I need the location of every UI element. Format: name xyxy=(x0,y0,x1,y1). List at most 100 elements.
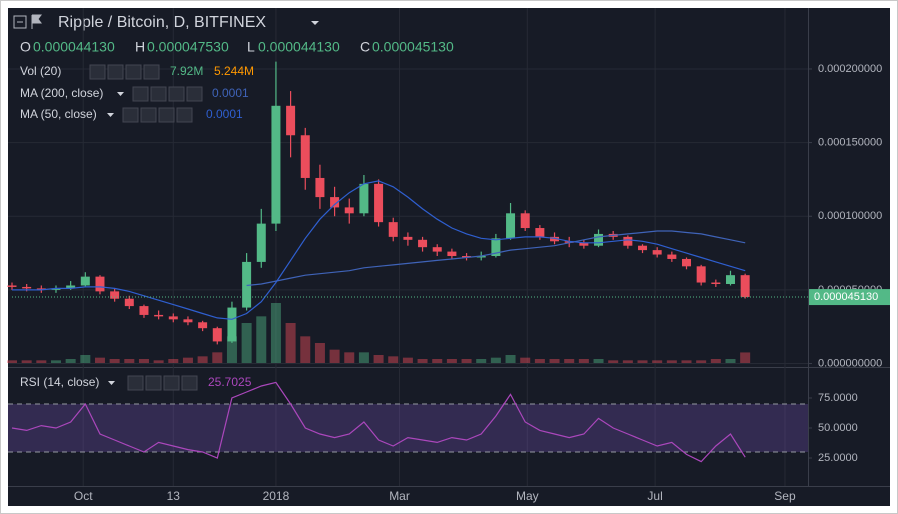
dropdown-caret[interactable] xyxy=(108,381,115,385)
volume-bar xyxy=(593,359,604,363)
candle-body xyxy=(403,236,413,240)
volume-bar xyxy=(329,349,340,363)
rsi-value: 25.7025 xyxy=(208,375,252,389)
volume-bar xyxy=(138,359,149,363)
ohlc-value: 0.000047530 xyxy=(147,39,229,55)
candle-body xyxy=(476,256,486,258)
volume-bar xyxy=(490,357,501,363)
candle-body xyxy=(740,275,750,298)
candle-body xyxy=(139,306,149,315)
volume-bar xyxy=(270,303,281,363)
volume-bar xyxy=(182,357,193,363)
candle-body xyxy=(550,236,560,242)
x-tick-label: Mar xyxy=(389,489,410,503)
study-button[interactable] xyxy=(150,86,167,102)
volume-bar xyxy=(50,360,61,363)
rsi-y-tick-label: 50.0000 xyxy=(818,422,858,434)
ohlc-key: H xyxy=(135,39,145,55)
x-tick-label: Oct xyxy=(74,489,93,503)
volume-bar xyxy=(725,359,736,363)
candle-body xyxy=(286,105,296,136)
candle-body xyxy=(462,256,472,258)
collapse-button[interactable] xyxy=(13,15,27,29)
rsi-legend: RSI (14, close) xyxy=(20,375,99,389)
study-button[interactable] xyxy=(186,86,203,102)
moving-average-line xyxy=(12,180,746,320)
y-tick-label: 0.000200000 xyxy=(818,63,882,75)
study-button[interactable] xyxy=(132,86,149,102)
study-button[interactable] xyxy=(89,64,106,80)
volume-bar xyxy=(432,359,443,363)
volume-bar xyxy=(344,352,355,363)
study-button[interactable] xyxy=(122,107,139,123)
volume-bar xyxy=(285,323,296,363)
candle-body xyxy=(154,314,164,317)
rsi-line xyxy=(11,381,746,463)
volume-bar xyxy=(637,360,648,363)
candle-body xyxy=(652,250,662,255)
volume-bar xyxy=(578,359,589,363)
volume-bar xyxy=(549,359,560,363)
y-tick-label: 0.000100000 xyxy=(818,210,882,222)
volume-bar xyxy=(358,352,369,363)
volume-bar xyxy=(622,360,633,363)
volume-bar xyxy=(7,360,17,363)
candle-body xyxy=(725,275,735,284)
study-button[interactable] xyxy=(181,375,198,391)
volume-legend: Vol (20) xyxy=(20,64,61,78)
chart-title: Ripple / Bitcoin, D, BITFINEX xyxy=(58,14,266,31)
ohlc-value: 0.000045130 xyxy=(372,39,454,55)
volume-bar xyxy=(212,352,223,363)
study-button[interactable] xyxy=(127,375,144,391)
candle-body xyxy=(594,233,604,246)
volume-bar xyxy=(402,357,413,363)
candle-body xyxy=(491,238,501,257)
volume-bar xyxy=(21,360,32,363)
ohlc-key: C xyxy=(360,39,370,55)
volume-bar xyxy=(740,352,751,363)
study-button[interactable] xyxy=(107,64,124,80)
candle-body xyxy=(506,213,516,239)
candle-body xyxy=(227,307,237,342)
study-button[interactable] xyxy=(140,107,157,123)
candle-body xyxy=(198,322,208,329)
study-button[interactable] xyxy=(176,107,193,123)
flag-icon[interactable] xyxy=(31,14,42,29)
volume-ma-value: 5.244M xyxy=(214,64,254,78)
study-button[interactable] xyxy=(163,375,180,391)
ohlc-value: 0.000044130 xyxy=(33,39,115,55)
volume-bar xyxy=(388,356,399,363)
x-tick-label: 13 xyxy=(167,489,181,503)
volume-bar xyxy=(80,355,91,363)
volume-bar xyxy=(94,357,105,363)
dropdown-caret[interactable] xyxy=(117,92,124,96)
candle-body xyxy=(418,239,428,248)
volume-bar xyxy=(505,355,516,363)
x-tick-label: Jul xyxy=(647,489,662,503)
volume-bar xyxy=(314,343,325,363)
study-button[interactable] xyxy=(145,375,162,391)
candle-body xyxy=(95,276,105,292)
last-price-label: 0.000045130 xyxy=(814,291,878,303)
volume-bar xyxy=(226,336,237,363)
volume-bar xyxy=(241,323,252,363)
candle-body xyxy=(359,183,369,214)
candle-body xyxy=(22,286,32,289)
candle-body xyxy=(315,177,325,198)
ohlc-value: 0.000044130 xyxy=(258,39,340,55)
last-price-tag xyxy=(809,289,890,306)
dropdown-caret[interactable] xyxy=(107,113,114,117)
candle-body xyxy=(36,288,46,290)
candle-body xyxy=(256,223,266,262)
study-button[interactable] xyxy=(125,64,142,80)
volume-bar xyxy=(534,359,545,363)
symbol-dropdown[interactable] xyxy=(311,21,319,25)
volume-bar xyxy=(710,359,721,363)
candle-body xyxy=(212,328,222,342)
study-button[interactable] xyxy=(143,64,160,80)
volume-bar xyxy=(520,357,531,363)
volume-bar xyxy=(564,359,575,363)
candle-body xyxy=(51,288,61,290)
study-button[interactable] xyxy=(158,107,175,123)
study-button[interactable] xyxy=(168,86,185,102)
